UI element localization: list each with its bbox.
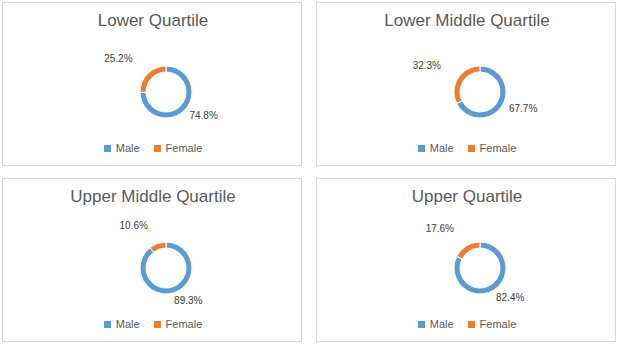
html-text:Male: Male	[429, 142, 454, 154]
html-text:Lower Quartile: Lower Quartile	[97, 11, 209, 30]
html-text:Upper Middle Quartile: Upper Middle Quartile	[70, 187, 236, 206]
html-text:Female: Female	[479, 318, 517, 330]
html-text:Female: Female	[479, 142, 517, 154]
svg-text:10.6%: 10.6%	[120, 220, 148, 231]
html-text:Female: Female	[165, 318, 203, 330]
html-text:Male: Male	[429, 318, 454, 330]
svg-text:32.3%: 32.3%	[413, 60, 441, 71]
svg-text:89.3%: 89.3%	[174, 295, 202, 306]
html-text:Upper Quartile: Upper Quartile	[411, 187, 523, 206]
svg-text:67.7%: 67.7%	[509, 103, 537, 114]
html-text:Male: Male	[115, 318, 140, 330]
html-text:Lower Middle Quartile: Lower Middle Quartile	[384, 11, 550, 30]
svg-text:74.8%: 74.8%	[189, 110, 217, 121]
svg-text:82.4%: 82.4%	[496, 292, 524, 303]
svg-text:25.2%: 25.2%	[104, 53, 132, 64]
html-text:Male: Male	[115, 142, 140, 154]
svg-text:17.6%: 17.6%	[426, 223, 454, 234]
html-text:Female: Female	[165, 142, 203, 154]
